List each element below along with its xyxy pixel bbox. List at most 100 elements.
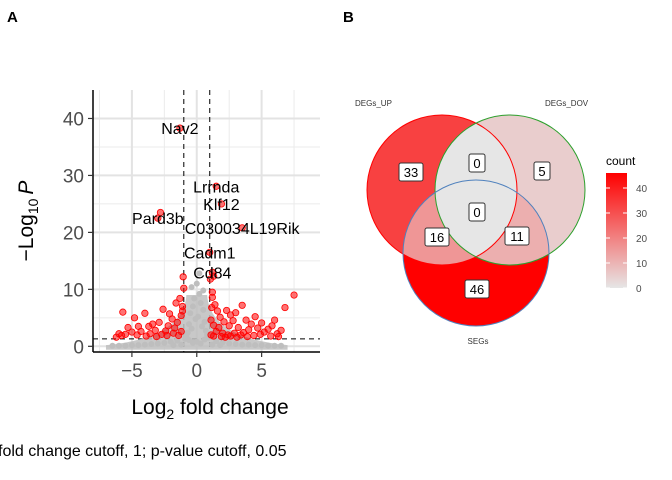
x-tick-label: 5: [256, 361, 267, 382]
point-significant: [180, 284, 188, 292]
point-nonsignificant: [196, 270, 203, 277]
point-significant: [156, 208, 165, 217]
point-nonsignificant: [197, 340, 204, 347]
x-tick-label: −5: [121, 361, 143, 382]
point-significant: [133, 331, 141, 339]
point-nonsignificant: [141, 341, 148, 348]
venn-outline-degs-dov: [434, 114, 586, 266]
y-tick-label: 10: [63, 280, 84, 301]
venn-set-label: DEGs_UP: [355, 99, 392, 108]
venn-count-label: 46: [470, 282, 484, 297]
point-significant: [112, 333, 120, 341]
point-significant: [168, 315, 176, 323]
point-significant: [142, 332, 150, 340]
point-nonsignificant: [197, 300, 204, 307]
point-significant: [242, 316, 250, 324]
point-nonsignificant: [201, 318, 208, 325]
legend-tick-label: 10: [636, 259, 648, 270]
venn-count-box: [468, 202, 486, 222]
y-tick-label: 30: [63, 166, 84, 187]
point-nonsignificant: [188, 284, 195, 291]
panel-label-b: B: [343, 9, 354, 26]
gene-label: C030034L19Rik: [185, 221, 301, 238]
venn-count-box: [398, 162, 424, 182]
point-significant: [215, 323, 223, 332]
y-ticks: 0 10 20 30 40: [63, 109, 93, 358]
point-significant: [149, 320, 157, 328]
venn-count-box: [533, 161, 551, 181]
venn-count-box: [464, 279, 490, 299]
point-significant: [220, 318, 228, 326]
point-significant: [229, 317, 237, 325]
point-significant: [290, 291, 298, 299]
point-significant: [254, 324, 262, 332]
point-nonsignificant: [201, 336, 208, 343]
gene-label: Cd84: [193, 265, 231, 282]
y-tick-label: 40: [63, 109, 84, 130]
point-nonsignificant: [189, 303, 196, 310]
y-axis-title: −Log10P: [15, 181, 41, 262]
point-nonsignificant: [278, 342, 285, 349]
point-significant: [232, 309, 240, 317]
point-nonsignificant: [174, 337, 181, 344]
point-significant: [134, 322, 142, 330]
point-significant: [225, 322, 233, 330]
point-significant: [233, 333, 241, 341]
point-nonsignificant: [178, 341, 185, 348]
point-significant: [243, 333, 251, 341]
point-significant: [206, 248, 214, 256]
y-tick-label: 0: [73, 337, 84, 358]
venn-count-box: [424, 227, 450, 247]
point-significant: [226, 332, 235, 340]
point-significant: [176, 294, 184, 303]
point-nonsignificant: [188, 325, 195, 332]
point-significant: [208, 288, 216, 296]
venn-diagram: DEGs_UP DEGs_DOV SEGs 33 5 46 0 16 11 0: [355, 99, 589, 346]
legend-tick-label: 30: [636, 209, 648, 220]
point-significant: [152, 333, 161, 341]
point-significant: [238, 224, 246, 232]
venn-outline-degs-up: [366, 114, 518, 266]
gene-label: Pard3b: [132, 211, 184, 228]
point-significant: [281, 303, 289, 312]
venn-count-label: 16: [430, 230, 444, 245]
point-nonsignificant: [271, 342, 278, 349]
legend-colorbar: [606, 173, 627, 288]
venn-outline-segs: [402, 179, 550, 327]
point-nonsignificant: [198, 323, 205, 330]
venn-count-label: 0: [473, 205, 480, 220]
point-significant: [247, 320, 255, 328]
point-nonsignificant: [191, 295, 198, 302]
point-nonsignificant: [209, 341, 216, 348]
point-significant: [216, 313, 224, 321]
venn-set-label: DEGs_DOV: [545, 99, 589, 108]
legend-title: count: [606, 154, 636, 168]
point-significant: [251, 313, 259, 321]
cutoff-caption: fold change cutoff, 1; p-value cutoff, 0…: [0, 443, 287, 460]
gene-label: Cadm1: [184, 245, 236, 262]
point-nonsignificant: [200, 287, 207, 294]
point-nonsignificant: [115, 342, 122, 349]
point-nonsignificant: [122, 342, 129, 349]
venn-count-label: 0: [473, 156, 480, 171]
venn-count-label: 5: [538, 164, 545, 179]
legend-tick-label: 0: [636, 284, 642, 295]
point-nonsignificant: [258, 342, 265, 349]
point-nonsignificant: [232, 341, 239, 348]
legend-tick-label: 40: [636, 184, 648, 195]
venn-count-label: 11: [510, 229, 524, 244]
point-significant: [234, 323, 242, 332]
point-significant: [223, 306, 231, 315]
panel-label-a: A: [7, 9, 18, 26]
count-legend: count 0 10 20 30 40: [606, 154, 648, 295]
point-significant: [124, 323, 132, 332]
point-significant: [250, 331, 258, 340]
point-nonsignificant: [109, 342, 116, 349]
point-nonsignificant: [154, 340, 161, 347]
point-nonsignificant: [185, 321, 192, 328]
point-significant: [179, 273, 187, 281]
point-significant: [119, 308, 127, 316]
point-nonsignificant: [217, 342, 224, 349]
point-nonsignificant: [213, 338, 220, 345]
